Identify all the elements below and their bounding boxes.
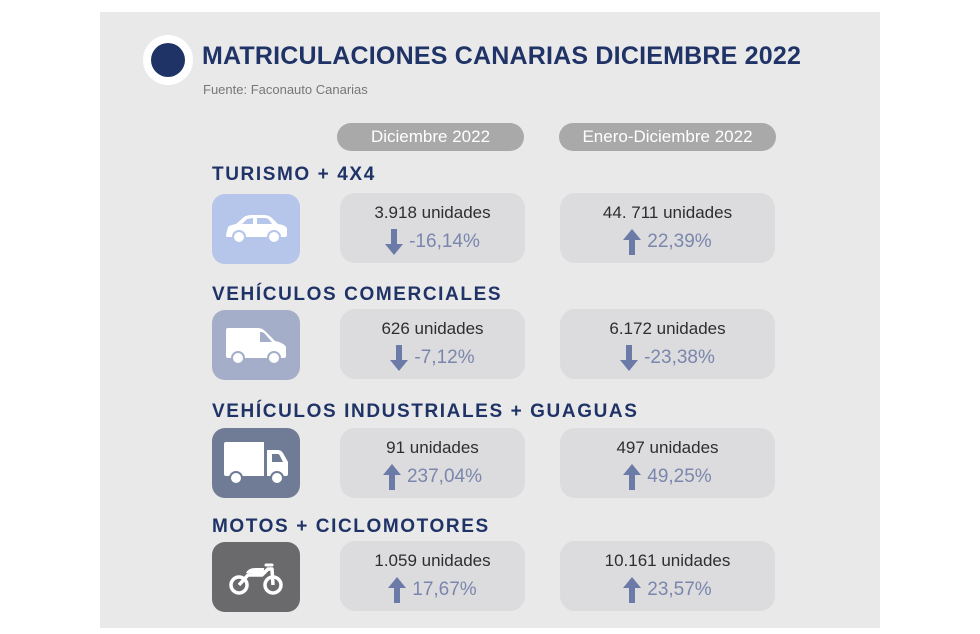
car-icon bbox=[226, 215, 287, 244]
stat-industriales-year: 497 unidades 49,25% bbox=[560, 428, 775, 498]
arrow-up-icon bbox=[623, 229, 642, 255]
category-title-turismo: TURISMO + 4X4 bbox=[212, 164, 376, 185]
change-percent: 49,25% bbox=[647, 466, 712, 487]
title-bullet-dot bbox=[151, 43, 185, 77]
stat-comerciales-month: 626 unidades -7,12% bbox=[340, 309, 525, 379]
change-value-row: 237,04% bbox=[340, 464, 525, 490]
arrow-up-icon bbox=[623, 464, 642, 490]
units-value: 10.161 unidades bbox=[604, 551, 731, 570]
category-title-motos: MOTOS + CICLOMOTORES bbox=[212, 516, 490, 537]
stat-turismo-month: 3.918 unidades -16,14% bbox=[340, 193, 525, 263]
change-value-row: -16,14% bbox=[340, 229, 525, 255]
change-value-row: 23,57% bbox=[560, 577, 775, 603]
change-percent: 23,57% bbox=[647, 579, 712, 600]
stat-comerciales-year: 6.172 unidades -23,38% bbox=[560, 309, 775, 379]
change-percent: 237,04% bbox=[406, 466, 482, 487]
change-value-row: 49,25% bbox=[560, 464, 775, 490]
motorcycle-icon bbox=[229, 563, 283, 595]
change-percent: -7,12% bbox=[414, 347, 475, 368]
change-percent: 17,67% bbox=[412, 579, 477, 600]
stat-motos-year: 10.161 unidades 23,57% bbox=[560, 541, 775, 611]
page-title: MATRICULACIONES CANARIAS DICIEMBRE 2022 bbox=[202, 42, 802, 70]
arrow-up-icon bbox=[623, 577, 642, 603]
units-value: 91 unidades bbox=[386, 438, 479, 457]
change-percent: -23,38% bbox=[644, 347, 715, 368]
title-bullet bbox=[143, 35, 193, 85]
units-value: 626 unidades bbox=[381, 319, 484, 338]
truck-icon bbox=[224, 442, 288, 485]
change-value-row: 17,67% bbox=[340, 577, 525, 603]
units-value: 6.172 unidades bbox=[609, 319, 726, 338]
stat-motos-month: 1.059 unidades 17,67% bbox=[340, 541, 525, 611]
category-icon-box-industriales bbox=[212, 428, 300, 498]
period-label-year: Enero-Diciembre 2022 bbox=[559, 123, 776, 151]
category-icon-box-turismo bbox=[212, 194, 300, 264]
change-value-row: 22,39% bbox=[560, 229, 775, 255]
arrow-down-icon bbox=[390, 345, 409, 371]
category-icon-box-comerciales bbox=[212, 310, 300, 380]
stat-industriales-month: 91 unidades 237,04% bbox=[340, 428, 525, 498]
units-value: 1.059 unidades bbox=[374, 551, 491, 570]
units-value: 44. 711 unidades bbox=[602, 203, 733, 222]
category-icon-box-motos bbox=[212, 542, 300, 612]
arrow-up-icon bbox=[382, 464, 401, 490]
period-label-month: Diciembre 2022 bbox=[337, 123, 524, 151]
change-value-row: -23,38% bbox=[560, 345, 775, 371]
source-note: Fuente: Faconauto Canarias bbox=[203, 82, 368, 97]
van-icon bbox=[226, 328, 286, 365]
arrow-down-icon bbox=[385, 229, 404, 255]
category-title-industriales: VEHÍCULOS INDUSTRIALES + GUAGUAS bbox=[212, 401, 639, 422]
arrow-up-icon bbox=[388, 577, 407, 603]
change-value-row: -7,12% bbox=[340, 345, 525, 371]
change-percent: -16,14% bbox=[409, 231, 480, 252]
change-percent: 22,39% bbox=[647, 231, 712, 252]
arrow-down-icon bbox=[620, 345, 639, 371]
units-value: 497 unidades bbox=[616, 438, 719, 457]
stat-turismo-year: 44. 711 unidades 22,39% bbox=[560, 193, 775, 263]
units-value: 3.918 unidades bbox=[374, 203, 491, 222]
category-title-comerciales: VEHÍCULOS COMERCIALES bbox=[212, 284, 503, 305]
